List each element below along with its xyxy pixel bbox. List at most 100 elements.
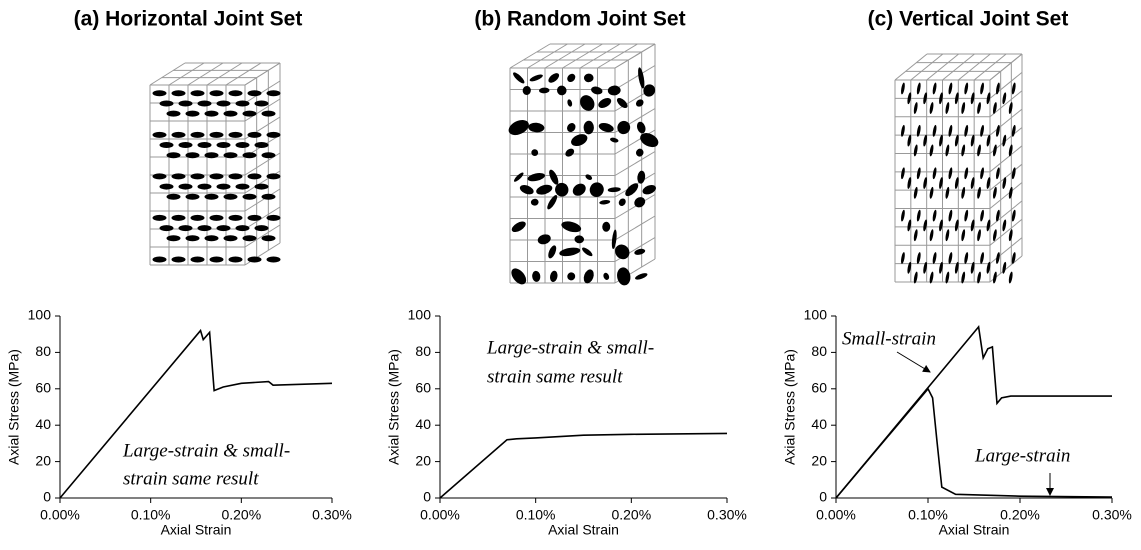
joint bbox=[901, 82, 905, 95]
joint bbox=[932, 209, 937, 222]
joint bbox=[166, 110, 181, 117]
joint bbox=[638, 67, 645, 89]
joint bbox=[945, 229, 950, 242]
block-edge bbox=[958, 53, 991, 81]
joint bbox=[1011, 82, 1016, 95]
joint bbox=[986, 92, 991, 105]
joint bbox=[929, 271, 934, 284]
joint bbox=[992, 102, 997, 114]
joint bbox=[939, 219, 943, 232]
data-line bbox=[835, 325, 1112, 499]
block-edge bbox=[989, 71, 1023, 99]
joint bbox=[986, 134, 991, 147]
joint bbox=[209, 90, 224, 97]
joint bbox=[939, 92, 943, 105]
joint bbox=[527, 173, 545, 182]
joint bbox=[529, 74, 543, 82]
joint bbox=[1008, 144, 1013, 157]
joint bbox=[1008, 186, 1013, 199]
block-edge bbox=[244, 206, 281, 230]
joint bbox=[254, 100, 269, 107]
joint bbox=[932, 252, 937, 264]
joint bbox=[171, 214, 186, 221]
joint bbox=[567, 123, 576, 133]
joint bbox=[616, 97, 628, 109]
joint bbox=[916, 252, 921, 264]
block-edge bbox=[244, 188, 281, 212]
y-tick-label: 40 bbox=[415, 416, 431, 432]
joint bbox=[228, 131, 243, 138]
joint bbox=[547, 195, 558, 210]
joint bbox=[913, 144, 918, 157]
y-tick-label: 60 bbox=[811, 380, 827, 396]
joint bbox=[901, 167, 905, 180]
joint bbox=[923, 219, 928, 232]
x-tick-label: 0.00% bbox=[40, 507, 80, 523]
joint bbox=[209, 131, 224, 138]
joint bbox=[980, 82, 984, 95]
y-tick-label: 20 bbox=[811, 452, 827, 468]
joint bbox=[197, 225, 212, 232]
joint bbox=[549, 270, 558, 283]
joint bbox=[204, 110, 219, 117]
joint bbox=[197, 142, 212, 149]
joint bbox=[228, 214, 243, 221]
joint bbox=[939, 134, 943, 147]
joint bbox=[555, 182, 569, 197]
joint bbox=[1011, 252, 1016, 264]
block-edge bbox=[989, 163, 1023, 191]
x-tick-label: 0.00% bbox=[420, 507, 460, 523]
joint bbox=[1011, 124, 1016, 137]
joint bbox=[980, 167, 984, 180]
x-tick-label: 0.10% bbox=[908, 507, 948, 523]
block-edge bbox=[989, 200, 1023, 228]
joint bbox=[152, 131, 167, 138]
joint bbox=[913, 229, 918, 242]
joint bbox=[929, 229, 934, 242]
joint bbox=[603, 272, 610, 280]
joint bbox=[242, 110, 257, 117]
joint bbox=[599, 200, 611, 205]
joint bbox=[254, 142, 269, 149]
joint bbox=[583, 73, 594, 83]
block-edge bbox=[614, 194, 656, 219]
joint bbox=[617, 120, 631, 135]
joint bbox=[235, 142, 250, 149]
block-edge bbox=[910, 53, 944, 81]
joint bbox=[961, 144, 966, 157]
joint bbox=[556, 85, 567, 96]
block-edge bbox=[206, 62, 243, 86]
joint bbox=[178, 100, 193, 107]
joint bbox=[945, 144, 950, 157]
joint bbox=[266, 214, 281, 221]
joint bbox=[519, 185, 534, 195]
joint bbox=[531, 149, 539, 157]
joint bbox=[152, 214, 167, 221]
joint bbox=[607, 187, 621, 193]
joint bbox=[948, 124, 953, 137]
joint bbox=[948, 167, 953, 180]
joint bbox=[190, 256, 205, 263]
joint bbox=[1002, 92, 1007, 105]
joint bbox=[916, 82, 921, 95]
joint bbox=[247, 256, 262, 263]
joint bbox=[907, 177, 912, 189]
joint bbox=[159, 225, 174, 232]
joint bbox=[254, 225, 269, 232]
joint bbox=[216, 225, 231, 232]
joint bbox=[228, 90, 243, 97]
chart-title: (c) Vertical Joint Set bbox=[868, 8, 1069, 31]
joint bbox=[923, 134, 928, 147]
joint bbox=[640, 133, 659, 148]
joint bbox=[618, 198, 626, 206]
joint bbox=[261, 235, 276, 242]
joint bbox=[537, 234, 551, 245]
joint bbox=[996, 167, 1000, 180]
joint bbox=[913, 271, 918, 284]
block-edge bbox=[168, 62, 205, 86]
joint bbox=[549, 169, 559, 185]
joint bbox=[582, 247, 593, 257]
joint bbox=[266, 90, 281, 97]
joint bbox=[513, 72, 525, 84]
joint bbox=[923, 177, 928, 189]
